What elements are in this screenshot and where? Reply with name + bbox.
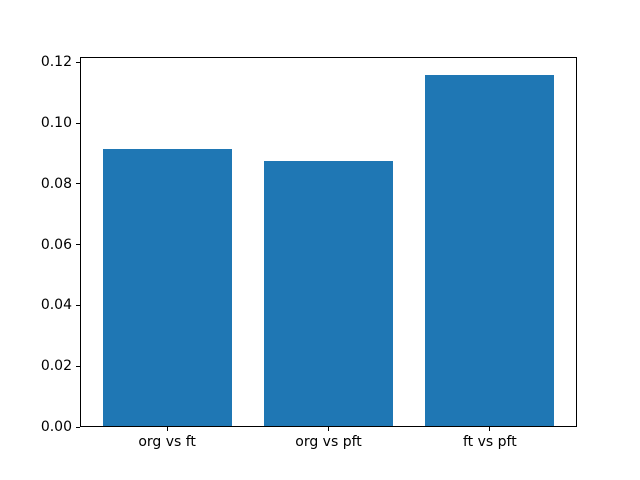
- x-tick: [489, 427, 491, 431]
- y-tick-label: 0.04: [40, 297, 72, 314]
- y-tick: [76, 304, 80, 306]
- y-tick-label: 0.08: [40, 175, 72, 192]
- x-tick-label: org vs pft: [295, 434, 362, 450]
- y-tick-label: 0.00: [40, 419, 72, 435]
- x-tick-label: ft vs pft: [463, 434, 517, 450]
- bar: [263, 161, 394, 427]
- y-tick: [76, 426, 80, 428]
- y-tick-label: 0.02: [40, 358, 72, 375]
- x-tick: [328, 427, 329, 431]
- y-tick-label: 0.06: [40, 236, 72, 253]
- y-tick: [76, 61, 80, 63]
- x-tick: [166, 427, 168, 431]
- bar: [102, 149, 232, 427]
- y-tick-label: 0.12: [40, 54, 72, 71]
- y-tick: [76, 122, 80, 124]
- y-tick: [76, 183, 80, 185]
- y-tick: [76, 365, 80, 367]
- y-tick: [76, 244, 80, 246]
- y-tick-label: 0.10: [40, 115, 72, 132]
- bar: [425, 74, 555, 427]
- x-tick-label: org vs ft: [138, 434, 196, 450]
